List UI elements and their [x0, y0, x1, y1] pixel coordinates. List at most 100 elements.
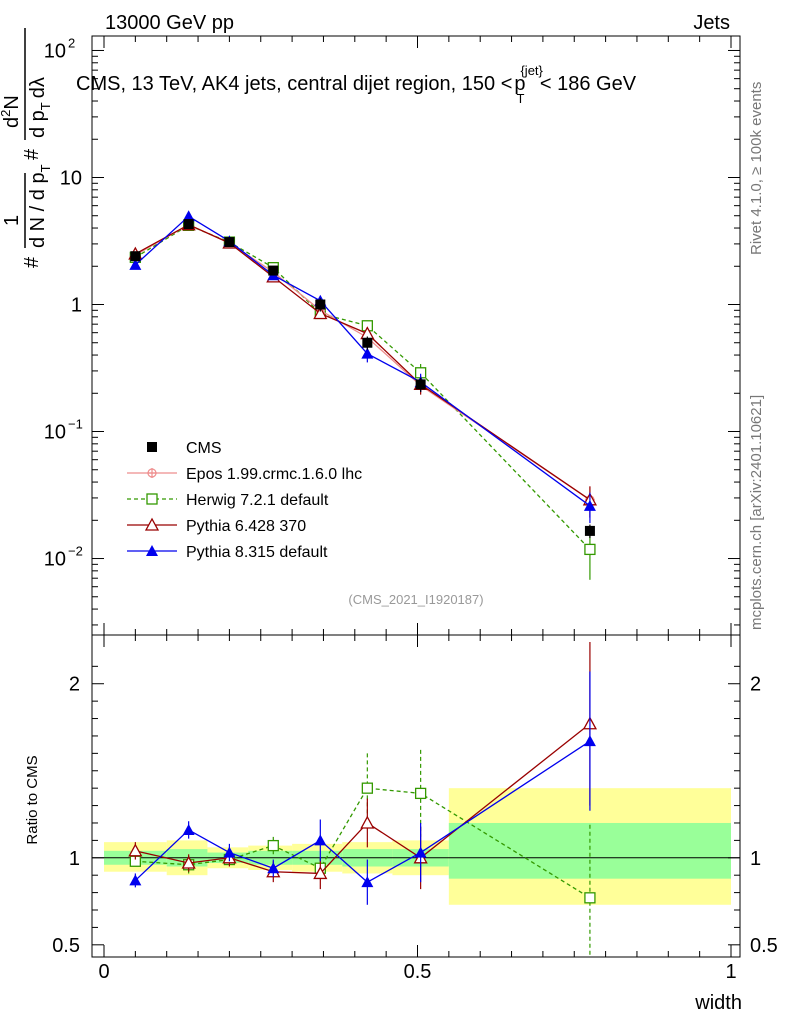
- chart-title: CMS, 13 TeV, AK4 jets, central dijet reg…: [76, 63, 637, 106]
- series-cms: [130, 219, 595, 539]
- ylabel-one: 1: [1, 215, 23, 226]
- x-tick-labels: 0 0.5 1: [98, 961, 736, 983]
- ylabel-d: d: [1, 117, 23, 128]
- ratio-point: [128, 843, 143, 857]
- ratio-point: [129, 874, 142, 886]
- svg-text:d2N: d2N: [0, 95, 23, 128]
- data-point: [415, 379, 426, 390]
- data-point: [362, 337, 373, 348]
- legend-marker: [146, 493, 158, 505]
- ratio-y-tick-label-right: 2: [750, 674, 761, 696]
- ratio-point: [414, 787, 427, 800]
- main-y-tick-label: 10: [44, 40, 66, 62]
- header-right: Jets: [693, 12, 730, 34]
- ratio-bands: [104, 788, 731, 905]
- ratio-point: [360, 815, 375, 829]
- ratio-y-tick-label-left: 2: [69, 674, 80, 696]
- main-y-tick-exponent: 2: [68, 35, 75, 50]
- data-point: [268, 265, 279, 276]
- svg-text:d pTdλ: d pTdλ: [27, 77, 53, 138]
- ratio-line: [135, 723, 591, 875]
- header-left: 13000 GeV pp: [105, 12, 234, 34]
- ratio-point: [313, 866, 328, 880]
- ratio-point: [361, 782, 373, 794]
- ratio-series: [128, 641, 598, 957]
- ylabel-dlambda: dλ: [27, 77, 49, 98]
- ylabel-dn: d N / d p: [27, 172, 49, 248]
- rivet-label: Rivet 4.1.0, ≥ 100k events: [748, 82, 765, 255]
- svg-text:d N / d pT: d N / d pT: [27, 164, 53, 248]
- ylabel-hash2: #: [21, 148, 43, 160]
- ratio-point: [314, 834, 327, 846]
- main-series: [128, 210, 598, 580]
- ratio-y-tick-label-right: 1: [750, 848, 761, 870]
- legend-marker: [146, 545, 158, 556]
- main-y-tick-label: 10: [44, 549, 66, 571]
- ratio-line: [135, 787, 591, 899]
- data-point: [130, 251, 141, 262]
- ratio-point: [267, 839, 279, 852]
- series-line: [135, 223, 591, 501]
- main-ticks: [92, 36, 740, 635]
- legend-label: Pythia 8.315 default: [186, 544, 328, 561]
- ratio-y-tick-labels: 0.5 0.5 1 1 2 2: [52, 674, 778, 957]
- ratio-y-tick-label-right: 0.5: [750, 935, 778, 957]
- ratio-y-axis-label: Ratio to CMS: [24, 755, 41, 844]
- data-point: [583, 499, 596, 511]
- main-y-tick-exponent: −1: [68, 417, 83, 432]
- data-point: [183, 219, 194, 230]
- ratio-point: [223, 846, 236, 858]
- x-tick-label: 0: [98, 961, 109, 983]
- main-y-tick-exponent: −2: [68, 544, 83, 559]
- ratio-point: [583, 735, 596, 747]
- data-point: [584, 525, 595, 536]
- x-axis-label: width: [694, 992, 742, 1014]
- series-line: [134, 215, 591, 507]
- ratio-line: [134, 740, 591, 883]
- title-sup: {jet}: [520, 63, 543, 78]
- main-y-axis-label: # 1 d N / d pT # d2N d pTdλ: [0, 28, 53, 268]
- analysis-id: (CMS_2021_I1920187): [348, 592, 483, 607]
- data-point: [182, 210, 195, 222]
- data-point: [129, 258, 142, 270]
- svg-text:#: #: [21, 148, 43, 160]
- svg-text:1: 1: [1, 215, 23, 226]
- legend-marker: [144, 517, 160, 531]
- ylabel-n: N: [1, 95, 23, 109]
- title-p: p: [514, 73, 525, 95]
- ylabel-t1: T: [38, 164, 53, 172]
- ratio-point: [267, 862, 280, 874]
- data-point: [315, 299, 326, 310]
- title-sub: T: [517, 91, 525, 106]
- title-suffix: < 186 GeV: [540, 73, 637, 95]
- legend-marker: [147, 442, 157, 452]
- data-point: [361, 347, 374, 359]
- main-y-tick-label: 1: [71, 295, 82, 317]
- ratio-y-tick-label-left: 0.5: [52, 935, 80, 957]
- ratio-y-tick-label-left: 1: [69, 848, 80, 870]
- legend: CMS Epos 1.99.crmc.1.6.0 lhc Herwig 7.2.1 …: [127, 440, 362, 561]
- x-tick-label: 0.5: [404, 961, 432, 983]
- main-y-tick-label: 10: [60, 167, 82, 189]
- legend-label: Pythia 6.428 370: [186, 518, 306, 535]
- ylabel-t2: T: [38, 102, 53, 110]
- ylabel-two: 2: [0, 110, 13, 117]
- x-tick-label: 1: [725, 961, 736, 983]
- ratio-point: [182, 823, 195, 835]
- title-prefix: CMS, 13 TeV, AK4 jets, central dijet reg…: [76, 73, 512, 95]
- ratio-point: [584, 892, 596, 904]
- ratio-point: [414, 846, 427, 858]
- svg-text:#: #: [21, 256, 43, 268]
- legend-label: CMS: [186, 440, 222, 457]
- ylabel-hash1: #: [21, 256, 43, 268]
- ratio-frame: [91, 634, 741, 958]
- data-point: [224, 237, 235, 248]
- ylabel-dp: d p: [27, 110, 49, 138]
- mcplots-label: mcplots.cern.ch [arXiv:2401.10621]: [748, 395, 765, 630]
- legend-label: Epos 1.99.crmc.1.6.0 lhc: [186, 466, 362, 483]
- ratio-ticks: [92, 635, 740, 957]
- data-point: [584, 543, 596, 556]
- series-line: [135, 223, 591, 501]
